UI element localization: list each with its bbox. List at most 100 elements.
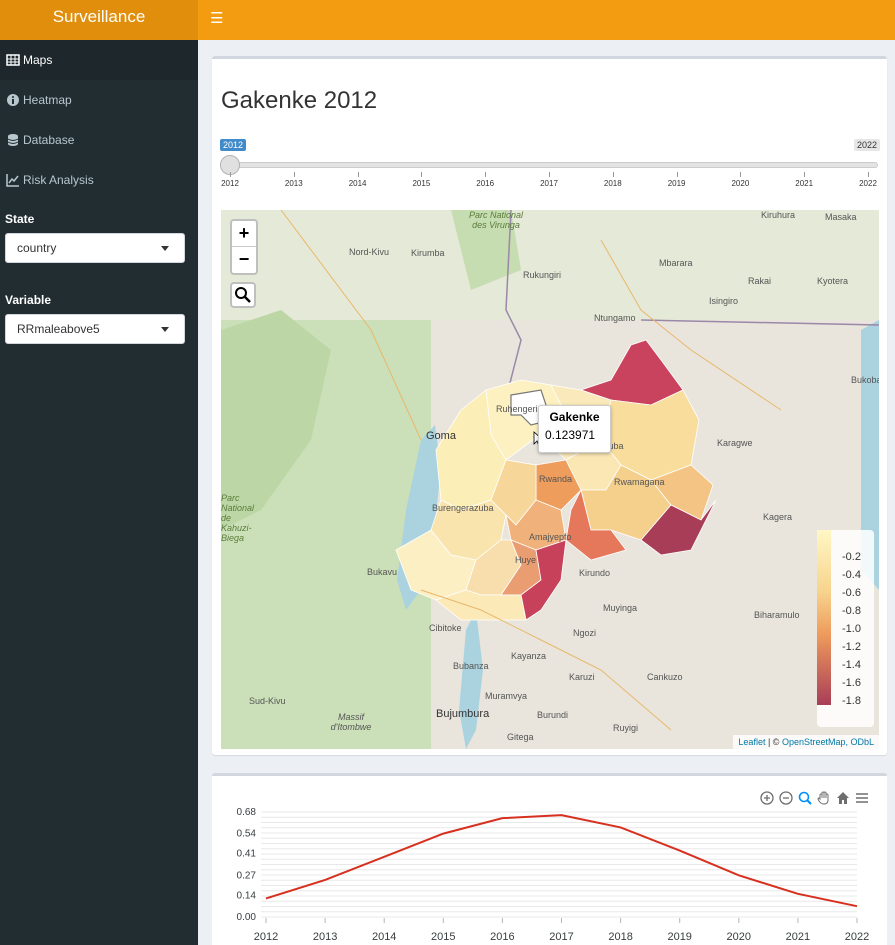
chart-box: 0.00 0.14 0.27 0.41 0.54 0.68 2012 2013 2014 2015… [212,773,887,945]
map-box: Gakenke 2012 2012 2022 2012 2013 2014 2015 2… [212,56,887,755]
slider-tick [230,172,231,177]
search-icon [235,287,251,303]
map-place-label: Muyinga [603,603,638,613]
map-place-label: Kirundo [579,568,611,578]
sidebar-item-label: Maps [23,53,53,67]
x-tick-label: 2021 [786,931,810,943]
zoom-in-button[interactable]: + [232,221,256,247]
y-tick-label: 0.68 [237,807,257,818]
slider-max-badge: 2022 [853,139,880,151]
x-tick-label: 2014 [372,931,396,943]
leaflet-link[interactable]: Leaflet [738,737,766,747]
caret-down-icon [161,327,169,332]
map-place-label: Goma [426,430,456,442]
caret-down-icon [161,246,169,251]
zoom-out-icon[interactable] [778,790,794,806]
map-place-label: Bubanza [453,661,489,671]
map-attribution: Leaflet | © OpenStreetMap, ODbL [733,735,879,749]
info-circle-icon [7,94,19,106]
year-slider[interactable]: 2012 2022 2012 2013 2014 2015 2016 2017 2018 20… [220,139,880,199]
selection-zoom-icon[interactable] [797,790,813,806]
map-place-label: Kiruhura [761,210,796,220]
slider-tick-label: 2018 [603,179,622,188]
map-place-label: Muramvya [485,691,528,701]
map-place-label: Rwanda [539,474,573,484]
map-place-label: Karuzi [569,672,595,682]
x-tick-label: 2019 [667,931,691,943]
map-place-label: Sud-Kivu [249,696,286,706]
variable-label: Variable [5,293,52,307]
sidebar-item-risk-analysis[interactable]: Risk Analysis [0,160,198,200]
map-svg [221,210,879,749]
state-select[interactable]: country [5,233,185,263]
slider-tick [612,172,614,177]
slider-track[interactable] [230,162,878,168]
map-tooltip: Gakenke 0.123971 [538,405,611,453]
state-select-value: country [17,241,57,255]
legend-label: -1.0 [842,623,861,635]
slider-tick-label: 2020 [731,179,750,188]
map-place-label: Bukavu [367,567,398,577]
map-search-button[interactable] [230,282,256,308]
variable-select[interactable]: RRmaleabove5 [5,314,185,344]
leaflet-map[interactable]: Parc National des Virunga Kiruhura Masaka N… [221,210,879,749]
legend-label: -0.6 [842,587,861,599]
slider-tick-label: 2021 [795,179,814,188]
map-place-label: Ruhengeri [496,404,538,414]
pan-hand-icon[interactable] [816,790,832,806]
slider-tick-label: 2017 [540,179,558,188]
slider-tick-label: 2022 [859,179,877,188]
x-tick-label: 2013 [313,931,337,943]
slider-tick-label: 2013 [284,179,303,188]
table-icon [6,54,20,66]
state-label: State [5,212,35,226]
sidebar-item-database[interactable]: Database [0,120,198,160]
map-place-label: Rwamagana [614,477,665,487]
map-place-label: Rakai [748,276,772,286]
slider-tick [357,172,359,177]
slider-tick [676,172,678,177]
slider-tick [868,172,869,177]
map-place-label: Kyotera [817,276,849,286]
x-tick-label: 2012 [254,931,278,943]
map-place-label: Cankuzo [647,672,683,682]
sidebar-item-label: Risk Analysis [23,173,94,187]
y-tick-label: 0.54 [237,829,257,840]
map-place-label: Mbarara [659,258,693,268]
x-tick-label: 2020 [727,931,751,943]
map-place-label: Massif d'Itombwe [330,712,372,732]
tooltip-region-value: 0.123971 [545,428,596,442]
line-chart: 0.00 0.14 0.27 0.41 0.54 0.68 2012 2013 2014 2015… [237,807,870,943]
slider-tick [421,172,423,177]
slider-tick [549,172,550,177]
line-chart-icon [6,174,19,187]
hamburger-menu-icon[interactable] [854,790,870,806]
sidebar-item-maps[interactable]: Maps [0,40,198,80]
map-place-label: Ntungamo [594,313,636,323]
page-title: Gakenke 2012 [221,87,378,114]
home-reset-icon[interactable] [835,790,851,806]
map-legend: -0.2 -0.4 -0.6 -0.8 -1.0 -1.2 -1.4 -1.6 -1.8 [817,530,874,727]
sidebar-item-label: Heatmap [23,93,72,107]
sidebar-item-heatmap[interactable]: Heatmap [0,80,198,120]
slider-tick-label: 2012 [221,179,239,188]
x-tick-label: 2016 [490,931,514,943]
map-place-label: Huye [515,555,537,565]
series-line[interactable] [265,814,858,908]
slider-tick [293,172,295,177]
osm-link[interactable]: OpenStreetMap, ODbL [781,737,874,747]
map-place-label: Parc National des Virunga [468,210,524,230]
map-place-label: Karagwe [717,438,753,448]
zoom-out-button[interactable]: − [238,249,250,269]
y-tick-label: 0.14 [237,890,257,901]
map-place-label: Kirumba [411,248,445,258]
map-place-label: Rukungiri [523,270,562,280]
zoom-in-icon[interactable] [759,790,775,806]
legend-label: -1.8 [842,695,861,707]
attribution-separator: | © [765,737,782,747]
app-logo[interactable]: Surveillance [0,0,198,40]
map-place-label: Kagera [763,512,793,522]
y-tick-label: 0.27 [237,870,257,881]
map-place-label: Amajyepfo [529,532,572,542]
menu-toggle-icon[interactable]: ☰ [210,10,224,27]
